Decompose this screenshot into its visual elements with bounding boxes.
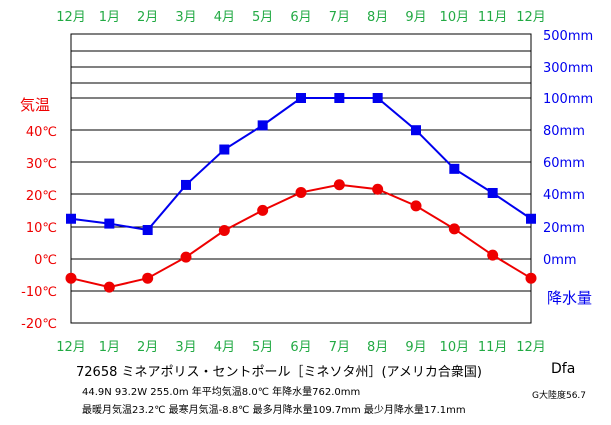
temperature-tick-label: 20℃ bbox=[26, 189, 57, 204]
temperature-point bbox=[487, 249, 499, 261]
temperature-point bbox=[333, 179, 345, 191]
bottom-month-label: 5月 bbox=[252, 340, 273, 355]
top-month-label: 4月 bbox=[214, 10, 235, 25]
bottom-month-label: 4月 bbox=[214, 340, 235, 355]
precipitation-point bbox=[411, 125, 421, 136]
precipitation-point bbox=[487, 187, 498, 198]
precipitation-point bbox=[372, 93, 383, 103]
precipitation-tick-label: 500mm bbox=[543, 29, 593, 44]
bottom-month-label: 11月 bbox=[478, 340, 508, 355]
bottom-month-ticks: 12月 1月 2月 3月 4月 5月 6月 7月 8月 9月 10月 11月 12月 bbox=[56, 340, 546, 355]
top-month-label: 11月 bbox=[478, 10, 508, 25]
top-month-ticks: 12月 1月 2月 3月 4月 5月 6月 7月 8月 9月 10月 11月 12月 bbox=[56, 10, 546, 25]
station-extremes: 最暖月気温23.2℃ 最寒月気温-8.8℃ 最多月降水量109.7mm 最少月降… bbox=[82, 405, 466, 416]
top-month-label: 8月 bbox=[367, 10, 388, 25]
bottom-month-label: 8月 bbox=[367, 340, 388, 355]
bottom-month-label: 7月 bbox=[329, 340, 350, 355]
temperature-tick-label: 0℃ bbox=[34, 253, 57, 268]
precipitation-tick-label: 80mm bbox=[543, 124, 585, 139]
precipitation-axis-label: 降水量 bbox=[547, 289, 592, 307]
temperature-point bbox=[142, 272, 154, 284]
station-title: 72658 ミネアポリス・セントポール［ミネソタ州］(アメリカ合衆国) bbox=[76, 365, 482, 380]
temperature-point bbox=[103, 281, 115, 293]
bottom-month-label: 2月 bbox=[137, 340, 158, 355]
temperature-point bbox=[180, 251, 192, 263]
top-month-label: 12月 bbox=[56, 10, 86, 25]
temperature-axis-label: 気温 bbox=[20, 96, 50, 114]
temperature-tick-label: 10℃ bbox=[26, 221, 57, 236]
temperature-point bbox=[295, 186, 307, 198]
koppen-class: Dfa bbox=[551, 361, 576, 377]
top-month-label: 10月 bbox=[440, 10, 470, 25]
precipitation-point bbox=[142, 225, 153, 236]
continentality-index: G大陸度56.7 bbox=[532, 391, 587, 401]
precipitation-point bbox=[449, 163, 460, 174]
top-month-label: 6月 bbox=[290, 10, 311, 25]
top-month-label: 1月 bbox=[99, 10, 120, 25]
plot-frame bbox=[70, 33, 532, 324]
bottom-month-label: 9月 bbox=[405, 340, 426, 355]
temperature-point bbox=[525, 272, 537, 284]
precipitation-series bbox=[66, 93, 536, 236]
precipitation-tick-label: 100mm bbox=[543, 92, 593, 107]
precipitation-point bbox=[526, 213, 536, 224]
precipitation-point bbox=[181, 179, 191, 190]
precipitation-tick-label: 20mm bbox=[543, 221, 585, 236]
temperature-tick-label: 40℃ bbox=[26, 125, 57, 140]
temperature-point bbox=[257, 204, 269, 216]
top-month-label: 7月 bbox=[329, 10, 350, 25]
top-month-label: 5月 bbox=[252, 10, 273, 25]
precipitation-point bbox=[104, 218, 115, 229]
bottom-month-label: 6月 bbox=[290, 340, 311, 355]
temperature-tick-label: -20℃ bbox=[21, 317, 57, 332]
temperature-tick-label: -10℃ bbox=[21, 285, 57, 300]
precipitation-line bbox=[70, 97, 532, 232]
temperature-axis-ticks: -20℃ -10℃ 0℃ 10℃ 20℃ 30℃ 40℃ bbox=[21, 125, 57, 332]
bottom-month-label: 10月 bbox=[440, 340, 470, 355]
precipitation-tick-label: 300mm bbox=[543, 61, 593, 76]
top-month-label: 12月 bbox=[516, 10, 546, 25]
top-month-label: 2月 bbox=[137, 10, 158, 25]
bottom-month-label: 3月 bbox=[175, 340, 196, 355]
precipitation-point bbox=[219, 144, 230, 155]
precipitation-tick-label: 60mm bbox=[543, 156, 585, 171]
temperature-point bbox=[65, 272, 77, 284]
bottom-month-label: 12月 bbox=[516, 340, 546, 355]
temperature-point bbox=[410, 200, 422, 212]
precipitation-point bbox=[257, 120, 268, 131]
precipitation-tick-label: 0mm bbox=[543, 253, 577, 268]
bottom-month-label: 12月 bbox=[56, 340, 86, 355]
temperature-point bbox=[372, 183, 384, 195]
precipitation-point bbox=[334, 93, 345, 103]
temperature-series bbox=[65, 179, 537, 293]
bottom-month-label: 1月 bbox=[99, 340, 120, 355]
precipitation-axis-ticks: 0mm 20mm 40mm 60mm 80mm 100mm 300mm 500mm bbox=[543, 29, 593, 268]
temperature-point bbox=[218, 225, 230, 237]
temperature-tick-label: 30℃ bbox=[26, 157, 57, 172]
temperature-point bbox=[448, 223, 460, 235]
precipitation-point bbox=[66, 213, 76, 224]
temperature-line bbox=[70, 183, 532, 289]
precipitation-tick-label: 40mm bbox=[543, 188, 585, 203]
precipitation-point bbox=[296, 93, 306, 103]
top-month-label: 9月 bbox=[405, 10, 426, 25]
top-month-label: 3月 bbox=[175, 10, 196, 25]
station-summary: 44.9N 93.2W 255.0m 年平均気温8.0℃ 年降水量762.0mm bbox=[82, 387, 361, 398]
